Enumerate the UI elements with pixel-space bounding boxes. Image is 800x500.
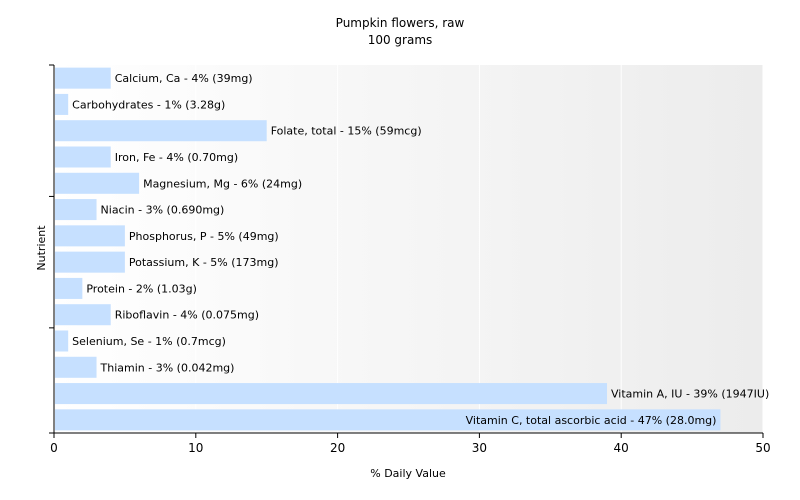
bar-label-11: Thiamin - 3% (0.042mg) xyxy=(100,361,235,374)
bar-12 xyxy=(55,383,608,405)
bar-2 xyxy=(55,120,267,142)
bar-label-3: Iron, Fe - 4% (0.70mg) xyxy=(115,151,238,164)
bar-label-0: Calcium, Ca - 4% (39mg) xyxy=(115,72,253,85)
bar-label-13: Vitamin C, total ascorbic acid - 47% (28… xyxy=(466,414,717,427)
x-tick-label-5: 50 xyxy=(755,441,770,455)
bar-label-8: Protein - 2% (1.03g) xyxy=(86,282,197,295)
bar-label-12: Vitamin A, IU - 39% (1947IU) xyxy=(611,388,769,401)
bar-label-5: Niacin - 3% (0.690mg) xyxy=(101,204,225,217)
x-axis-title: % Daily Value xyxy=(370,467,446,480)
bar-label-10: Selenium, Se - 1% (0.7mcg) xyxy=(72,335,226,348)
bar-label-1: Carbohydrates - 1% (3.28g) xyxy=(72,98,225,111)
x-tick-label-1: 10 xyxy=(188,441,203,455)
bar-0 xyxy=(55,67,111,89)
x-tick-label-3: 30 xyxy=(472,441,487,455)
bar-7 xyxy=(55,251,125,273)
bar-label-4: Magnesium, Mg - 6% (24mg) xyxy=(143,177,302,190)
bar-5 xyxy=(55,199,97,221)
y-axis-title: Nutrient xyxy=(35,225,48,271)
bar-11 xyxy=(55,356,97,378)
bar-9 xyxy=(55,304,111,326)
bar-13 xyxy=(55,409,721,431)
x-tick-label-0: 0 xyxy=(50,441,58,455)
x-tick-label-4: 40 xyxy=(614,441,629,455)
bar-6 xyxy=(55,225,125,247)
x-tick-label-2: 20 xyxy=(330,441,345,455)
bar-1 xyxy=(55,93,69,115)
bar-8 xyxy=(55,277,83,299)
bar-label-2: Folate, total - 15% (59mcg) xyxy=(271,125,422,138)
chart-subtitle: 100 grams xyxy=(368,33,433,47)
bar-3 xyxy=(55,146,111,168)
bar-10 xyxy=(55,330,69,352)
bar-label-7: Potassium, K - 5% (173mg) xyxy=(129,256,279,269)
bar-4 xyxy=(55,172,140,194)
chart-title: Pumpkin flowers, raw xyxy=(336,16,465,30)
bar-label-9: Riboflavin - 4% (0.075mg) xyxy=(115,309,259,322)
bar-label-6: Phosphorus, P - 5% (49mg) xyxy=(129,230,279,243)
